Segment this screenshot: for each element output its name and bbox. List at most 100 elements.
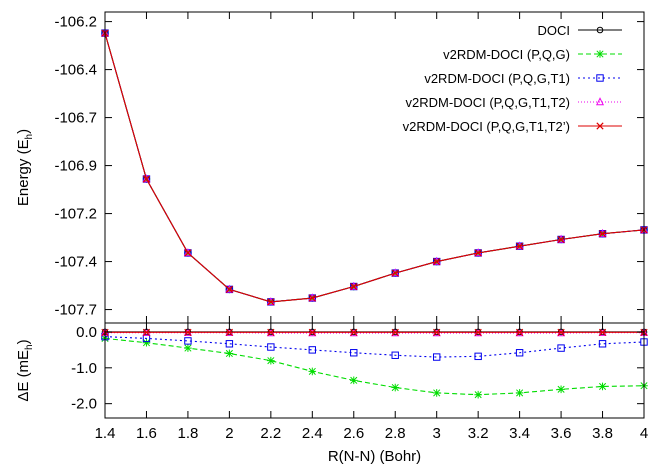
top-series-point xyxy=(515,242,524,250)
top-series-line xyxy=(104,32,645,303)
bottom-series-line xyxy=(104,336,645,358)
bottom-series-line xyxy=(104,337,645,396)
top-series-point xyxy=(183,248,192,257)
legend-entry: v2RDM-DOCI (P,Q,G,T1,T2’) xyxy=(403,119,622,134)
bottom-ytick-label: -2.0 xyxy=(71,396,97,413)
bottom-series-point xyxy=(557,328,565,336)
top-y-axis-title: Energy (Eh) xyxy=(15,129,35,206)
legend-label: v2RDM-DOCI (P,Q,G,T1) xyxy=(424,71,570,86)
bottom-series-point xyxy=(432,389,441,397)
bottom-series-point xyxy=(349,376,358,385)
legend-label: DOCI xyxy=(538,23,571,38)
bottom-series-point xyxy=(515,328,524,336)
bottom-series-point xyxy=(391,351,399,359)
bottom-series-point xyxy=(225,349,234,358)
bottom-series-point xyxy=(557,385,565,394)
bottom-series-1 xyxy=(101,334,648,399)
bottom-ytick-label: -1.0 xyxy=(71,360,97,377)
bottom-xtick-label: 3.6 xyxy=(551,425,572,442)
bottom-xtick-label: 2.8 xyxy=(385,425,406,442)
bottom-series-point xyxy=(433,328,441,336)
bottom-series-point xyxy=(267,343,275,351)
legend-label: v2RDM-DOCI (P,Q,G,T1,T2) xyxy=(406,95,570,110)
bottom-xtick-label: 2 xyxy=(225,425,233,442)
bottom-xtick-label: 1.6 xyxy=(136,425,157,442)
bottom-series-point xyxy=(432,353,441,361)
top-ytick-label: -106.4 xyxy=(54,62,97,79)
top-ytick-label: -106.2 xyxy=(54,14,97,31)
legend: DOCI v2RDM-DOCI (P,Q,G) v2RDM-DOCI (P,Q,G,… xyxy=(403,23,622,134)
bottom-series-point xyxy=(350,328,358,336)
top-series-point xyxy=(433,257,441,266)
top-series-point xyxy=(350,282,358,291)
top-series-point xyxy=(142,175,151,183)
top-series-point xyxy=(557,235,565,244)
bottom-xtick-label: 3 xyxy=(433,425,441,442)
bottom-xtick-label: 1.8 xyxy=(177,425,198,442)
bottom-xtick-label: 3.8 xyxy=(592,425,613,442)
bottom-xtick-label: 4 xyxy=(640,425,648,442)
top-series-point xyxy=(391,269,399,277)
bottom-panel: 0.0 -1.0 -2.0 1.4 1.6 1.8 2 2.2 2.4 2.6 2.8 3 3.2 3.4… xyxy=(15,322,648,442)
bottom-frame xyxy=(104,322,645,419)
bottom-series-point xyxy=(267,328,275,336)
bottom-series-point xyxy=(184,337,192,345)
bottom-series-point xyxy=(350,349,358,357)
bottom-series-point xyxy=(598,382,607,391)
bottom-series-point xyxy=(308,346,317,354)
bottom-series-point xyxy=(225,340,234,348)
bottom-series-point xyxy=(515,349,524,357)
legend-marker xyxy=(596,74,604,82)
legend-entry: v2RDM-DOCI (P,Q,G,T1) xyxy=(424,71,622,86)
top-ytick-label: -107.2 xyxy=(54,206,97,223)
bottom-ytick-label: 0.0 xyxy=(76,324,97,341)
bottom-series-point xyxy=(184,344,192,352)
bottom-series-4 xyxy=(101,328,648,336)
top-ytick-label: -107.7 xyxy=(54,302,97,319)
top-series-point xyxy=(142,174,151,183)
bottom-series-point xyxy=(474,328,482,336)
legend-label: v2RDM-DOCI (P,Q,G,T1,T2’) xyxy=(403,119,570,134)
legend-marker xyxy=(596,122,604,130)
top-series-point xyxy=(184,249,192,257)
bottom-series-point xyxy=(308,328,316,336)
top-ytick-label: -106.7 xyxy=(54,110,97,127)
bottom-xtick-label: 3.2 xyxy=(468,425,489,442)
legend-marker xyxy=(595,97,605,106)
top-series-4 xyxy=(101,29,648,306)
bottom-series-point xyxy=(142,328,151,336)
bottom-series-point xyxy=(225,328,234,336)
bottom-xtick-label: 3.4 xyxy=(509,425,530,442)
legend-marker xyxy=(596,26,604,34)
top-ytick-label: -107.4 xyxy=(54,254,97,271)
bottom-series-point xyxy=(598,340,607,348)
bottom-y-axis-title: ΔE (mEh) xyxy=(15,339,35,401)
bottom-xtick-label: 2.4 xyxy=(302,425,323,442)
top-series-point xyxy=(308,294,316,302)
bottom-series-2 xyxy=(101,332,648,361)
top-series-point xyxy=(598,230,607,238)
bottom-series-point xyxy=(391,328,399,336)
bottom-series-point xyxy=(598,328,607,336)
x-axis-title: R(N-N) (Bohr) xyxy=(328,448,421,465)
legend-entry: v2RDM-DOCI (P,Q,G,T1,T2) xyxy=(406,95,622,110)
bottom-xtick-label: 1.4 xyxy=(95,425,116,442)
top-panel: -106.2 -106.4 -106.7 -106.9 -107.2 -107.4 -107… xyxy=(15,11,649,324)
top-series-point xyxy=(225,285,234,294)
bottom-series-point xyxy=(267,356,275,365)
legend-entry: v2RDM-DOCI (P,Q,G) xyxy=(443,47,622,62)
bottom-xtick-label: 2.2 xyxy=(260,425,281,442)
bottom-series-point xyxy=(474,390,482,399)
legend-entry: DOCI xyxy=(538,23,622,38)
bottom-series-point xyxy=(391,383,400,392)
legend-label: v2RDM-DOCI (P,Q,G) xyxy=(443,47,570,62)
bottom-series-point xyxy=(142,338,151,347)
bottom-xtick-label: 2.6 xyxy=(343,425,364,442)
bottom-series-point xyxy=(474,352,482,361)
legend-marker xyxy=(596,50,604,58)
bottom-series-point xyxy=(557,344,565,352)
top-series-point xyxy=(474,249,482,257)
bottom-series-point xyxy=(308,367,317,376)
top-series-point xyxy=(225,284,234,293)
